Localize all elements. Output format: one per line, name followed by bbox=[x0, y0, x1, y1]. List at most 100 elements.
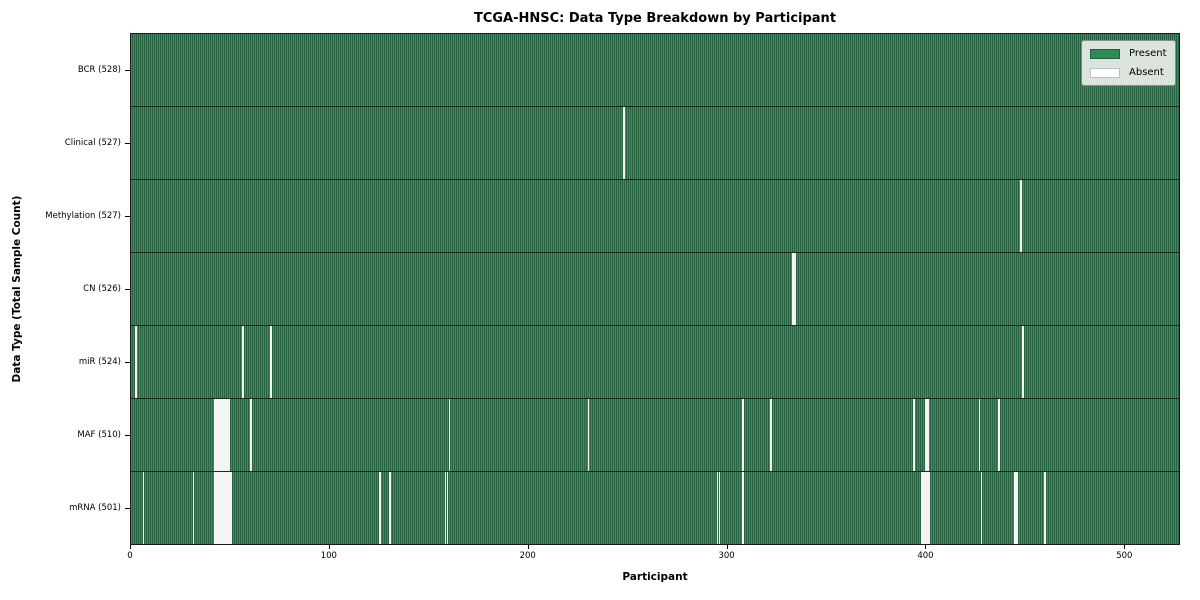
absent-gap bbox=[444, 472, 447, 544]
x-tick-mark bbox=[726, 545, 728, 549]
absent-gap bbox=[192, 472, 195, 544]
absent-swatch-icon bbox=[1090, 67, 1120, 78]
absent-gap bbox=[446, 472, 449, 544]
absent-gap bbox=[998, 399, 1000, 471]
absent-gap bbox=[924, 472, 927, 544]
y-tick-mark bbox=[125, 142, 130, 144]
absent-gap bbox=[770, 399, 772, 471]
y-tick-label: BCR (528) bbox=[77, 64, 121, 75]
absent-gap bbox=[742, 399, 744, 471]
absent-gap bbox=[1016, 472, 1018, 544]
heatmap-row-bcr bbox=[131, 34, 1179, 107]
absent-gap bbox=[218, 399, 220, 471]
absent-gap bbox=[216, 472, 218, 544]
absent-gap bbox=[791, 253, 794, 325]
y-tick-label: CN (526) bbox=[83, 284, 121, 294]
absent-gap bbox=[1022, 326, 1024, 398]
absent-gap bbox=[214, 472, 216, 544]
y-tick-label: MAF (510) bbox=[77, 430, 121, 441]
absent-gap bbox=[924, 399, 927, 471]
x-tick-mark bbox=[130, 545, 131, 549]
absent-gap bbox=[980, 472, 983, 544]
absent-gap bbox=[716, 472, 719, 544]
y-tick-marks bbox=[125, 33, 130, 545]
absent-gap bbox=[587, 399, 590, 471]
heatmap-row-mir bbox=[131, 326, 1179, 399]
x-tick-label: 500 bbox=[1116, 551, 1133, 561]
absent-gap bbox=[222, 472, 224, 544]
x-tick-mark bbox=[925, 545, 927, 549]
absent-gap bbox=[226, 399, 228, 471]
y-tick-label: Methylation (527) bbox=[45, 210, 121, 221]
legend-item-present: Present bbox=[1090, 46, 1167, 61]
absent-gap bbox=[226, 472, 228, 544]
y-tick-mark bbox=[125, 435, 130, 437]
absent-gap bbox=[978, 399, 981, 471]
x-axis-label: Participant bbox=[622, 571, 688, 583]
absent-gap bbox=[242, 326, 244, 398]
absent-gap bbox=[928, 472, 931, 544]
absent-gap bbox=[142, 472, 145, 544]
absent-gap bbox=[222, 399, 224, 471]
absent-gap bbox=[250, 399, 252, 471]
absent-gap bbox=[448, 399, 451, 471]
absent-gap bbox=[926, 472, 929, 544]
chart-title: TCGA-HNSC: Data Type Breakdown by Partic… bbox=[473, 11, 837, 26]
heatmap-row-clinical bbox=[131, 107, 1179, 180]
absent-gap bbox=[920, 472, 923, 544]
absent-gap bbox=[228, 399, 230, 471]
x-tick-label: 300 bbox=[718, 551, 735, 561]
absent-gap bbox=[216, 399, 218, 471]
legend-item-absent: Absent bbox=[1090, 65, 1167, 80]
plot-area bbox=[130, 33, 1180, 545]
absent-gap bbox=[379, 472, 381, 544]
heatmap-row-cn bbox=[131, 253, 1179, 326]
absent-gap bbox=[224, 399, 226, 471]
x-tick-label: 0 bbox=[127, 551, 133, 561]
absent-gap bbox=[220, 399, 222, 471]
absent-gap bbox=[134, 326, 137, 398]
absent-gap bbox=[742, 472, 744, 544]
absent-gap bbox=[389, 472, 391, 544]
heatmap-row-methylation bbox=[131, 180, 1179, 253]
x-tick-mark bbox=[527, 545, 529, 549]
absent-gap bbox=[793, 253, 796, 325]
legend-label: Present bbox=[1129, 48, 1167, 59]
y-tick-mark bbox=[125, 215, 130, 217]
legend-label: Absent bbox=[1129, 67, 1164, 78]
y-tick-labels: BCR (528) Clinical (527) Methylation (527)… bbox=[0, 33, 121, 545]
absent-gap bbox=[228, 472, 230, 544]
absent-gap bbox=[218, 472, 220, 544]
absent-gap bbox=[230, 472, 232, 544]
heatmap-row-mrna bbox=[131, 472, 1179, 544]
x-tick-label: 100 bbox=[320, 551, 337, 561]
x-tick-mark bbox=[328, 545, 330, 549]
x-tick-mark bbox=[1124, 545, 1126, 549]
absent-gap bbox=[269, 326, 272, 398]
x-tick-label: 400 bbox=[917, 551, 934, 561]
y-tick-label: mRNA (501) bbox=[69, 503, 121, 514]
y-tick-mark bbox=[125, 508, 130, 510]
x-tick-marks bbox=[130, 545, 1180, 549]
absent-gap bbox=[922, 472, 925, 544]
absent-gap bbox=[718, 472, 721, 544]
present-swatch-icon bbox=[1090, 48, 1120, 59]
absent-gap bbox=[220, 472, 222, 544]
y-tick-mark bbox=[125, 362, 130, 364]
absent-gap bbox=[1044, 472, 1046, 544]
y-tick-label: miR (524) bbox=[78, 357, 121, 368]
absent-gap bbox=[214, 399, 216, 471]
absent-gap bbox=[926, 399, 929, 471]
absent-gap bbox=[623, 107, 625, 179]
y-tick-mark bbox=[125, 69, 130, 71]
absent-gap bbox=[224, 472, 226, 544]
legend: Present Absent bbox=[1081, 40, 1176, 86]
x-tick-label: 200 bbox=[519, 551, 536, 561]
absent-gap bbox=[913, 399, 915, 471]
heatmap-row-maf bbox=[131, 399, 1179, 472]
y-tick-mark bbox=[125, 289, 130, 290]
y-tick-label: Clinical (527) bbox=[64, 137, 121, 148]
absent-gap bbox=[1014, 472, 1016, 544]
x-axis-ticks: 0 100 200 300 400 500 bbox=[127, 551, 1180, 563]
